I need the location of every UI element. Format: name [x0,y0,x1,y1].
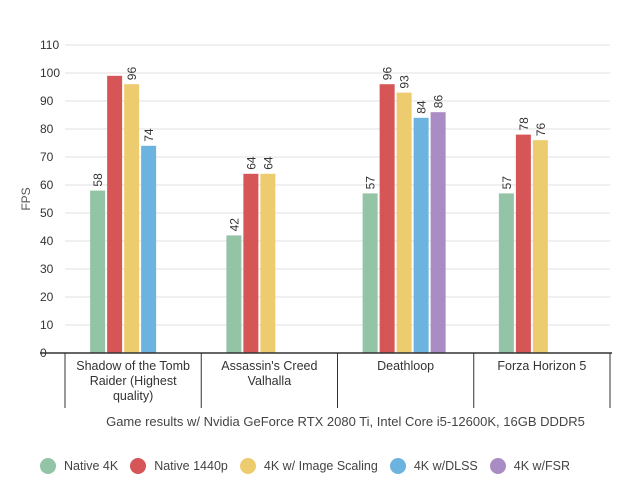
legend-swatch-icon [489,458,506,474]
bar [515,134,531,353]
legend-item: 4K w/ Image Scaling [239,458,378,474]
legend-label: Native 4K [64,459,119,473]
data-label: 76 [534,123,548,137]
x-tick-label: Assassin's Creed [221,359,317,373]
y-tick-label: 60 [40,178,54,192]
data-label: 93 [398,75,412,89]
legend-item: Native 1440p [130,458,228,474]
x-tick-label: Shadow of the Tomb [76,359,190,373]
legend-swatch-icon [389,458,406,474]
data-label: 58 [91,173,105,187]
bar [90,190,106,353]
data-label: 84 [415,100,429,114]
data-label: 42 [227,218,241,232]
data-label: 96 [381,67,395,81]
legend-label: Native 1440p [154,459,228,473]
data-label: 96 [125,67,139,81]
data-label: 74 [142,128,156,142]
bar [243,173,259,353]
legend-swatch-icon [239,458,256,474]
x-tick-label: Forza Horizon 5 [497,359,586,373]
legend-label: 4K w/ Image Scaling [263,459,378,473]
x-tick-label: Valhalla [248,374,292,388]
legend-swatch-icon [40,458,56,474]
bar [107,75,123,354]
y-tick-label: 110 [40,38,59,52]
data-label: 78 [517,117,531,131]
legend-item: 4K w/DLSS [389,458,478,474]
bar [396,92,412,353]
data-label: 57 [364,176,378,190]
y-tick-label: 20 [40,290,54,304]
y-tick-label: 90 [40,94,54,108]
y-axis-label: FPS [19,187,33,210]
y-tick-label: 100 [40,66,60,80]
bar [498,193,514,353]
legend-label: 4K w/FSR [513,459,571,473]
x-tick-label: Deathloop [377,359,434,373]
bar [260,173,276,353]
legend-label: 4K w/DLSS [413,459,478,473]
data-label: 86 [432,95,446,109]
x-tick-label: quality) [113,389,153,403]
data-label: 64 [244,156,258,170]
y-tick-label: 30 [40,262,54,276]
bar [532,140,548,353]
legend-swatch-icon [130,458,147,474]
bar [430,112,446,353]
data-label: 64 [261,156,275,170]
bar [413,117,429,353]
legend-item: 4K w/FSR [489,458,571,474]
y-tick-label: 80 [40,122,54,136]
chart-svg: 0102030405060708090100110FPS589674Shadow… [19,38,612,429]
y-tick-label: 70 [40,150,54,164]
y-tick-label: 40 [40,234,54,248]
legend: Native 4K Native 1440p 4K w/ Image Scaling… [40,458,582,474]
x-axis-label: Game results w/ Nvidia GeForce RTX 2080 … [106,414,585,429]
y-tick-label: 10 [40,318,54,332]
data-label: 57 [500,176,514,190]
x-tick-label: Raider (Highest [90,374,177,388]
legend-item: Native 4K [40,458,118,474]
bar [124,84,140,353]
bar [226,235,242,353]
bar [379,84,395,353]
y-tick-label: 50 [40,206,54,220]
bar [362,193,378,353]
bar [141,145,157,353]
